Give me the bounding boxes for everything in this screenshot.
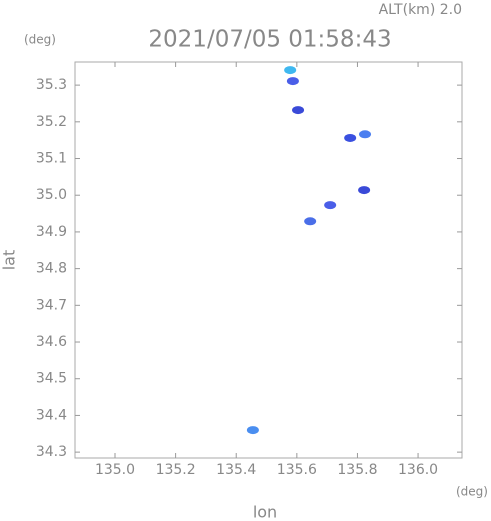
subtitle: ALT(km) 2.0 (379, 2, 462, 18)
y-tick-label: 34.5 (36, 371, 67, 387)
echo-point (304, 217, 317, 226)
echo-point (359, 130, 372, 139)
echo-point (292, 106, 305, 115)
echo-point (358, 186, 371, 195)
echo-point (246, 426, 259, 435)
echo-point (344, 133, 357, 142)
x-axis-label: lon (253, 503, 277, 521)
y-tick-label: 35.0 (36, 187, 67, 203)
echo-point (284, 66, 297, 75)
x-tick-label: 136.0 (398, 462, 438, 478)
y-tick-label: 34.6 (36, 334, 67, 350)
x-tick-label: 135.2 (156, 462, 196, 478)
plot-frame (74, 61, 463, 459)
y-unit: (deg) (24, 33, 56, 47)
y-tick-label: 34.7 (36, 297, 67, 313)
y-tick-label: 35.3 (36, 77, 67, 93)
echo-point (286, 77, 299, 86)
echo-point (324, 201, 337, 210)
chart-title: 2021/07/05 01:58:43 (148, 27, 391, 53)
x-unit: (deg) (456, 485, 488, 499)
y-axis-label: lat (0, 250, 19, 271)
x-tick-label: 135.8 (337, 462, 377, 478)
y-tick-label: 34.4 (36, 407, 67, 423)
x-tick-label: 135.6 (277, 462, 317, 478)
x-tick-label: 135.0 (95, 462, 135, 478)
y-tick-label: 35.1 (36, 151, 67, 167)
y-tick-label: 35.2 (36, 114, 67, 130)
y-tick-label: 34.3 (36, 444, 67, 460)
x-tick-label: 135.4 (216, 462, 256, 478)
y-tick-label: 34.9 (36, 224, 67, 240)
y-tick-label: 34.8 (36, 261, 67, 277)
